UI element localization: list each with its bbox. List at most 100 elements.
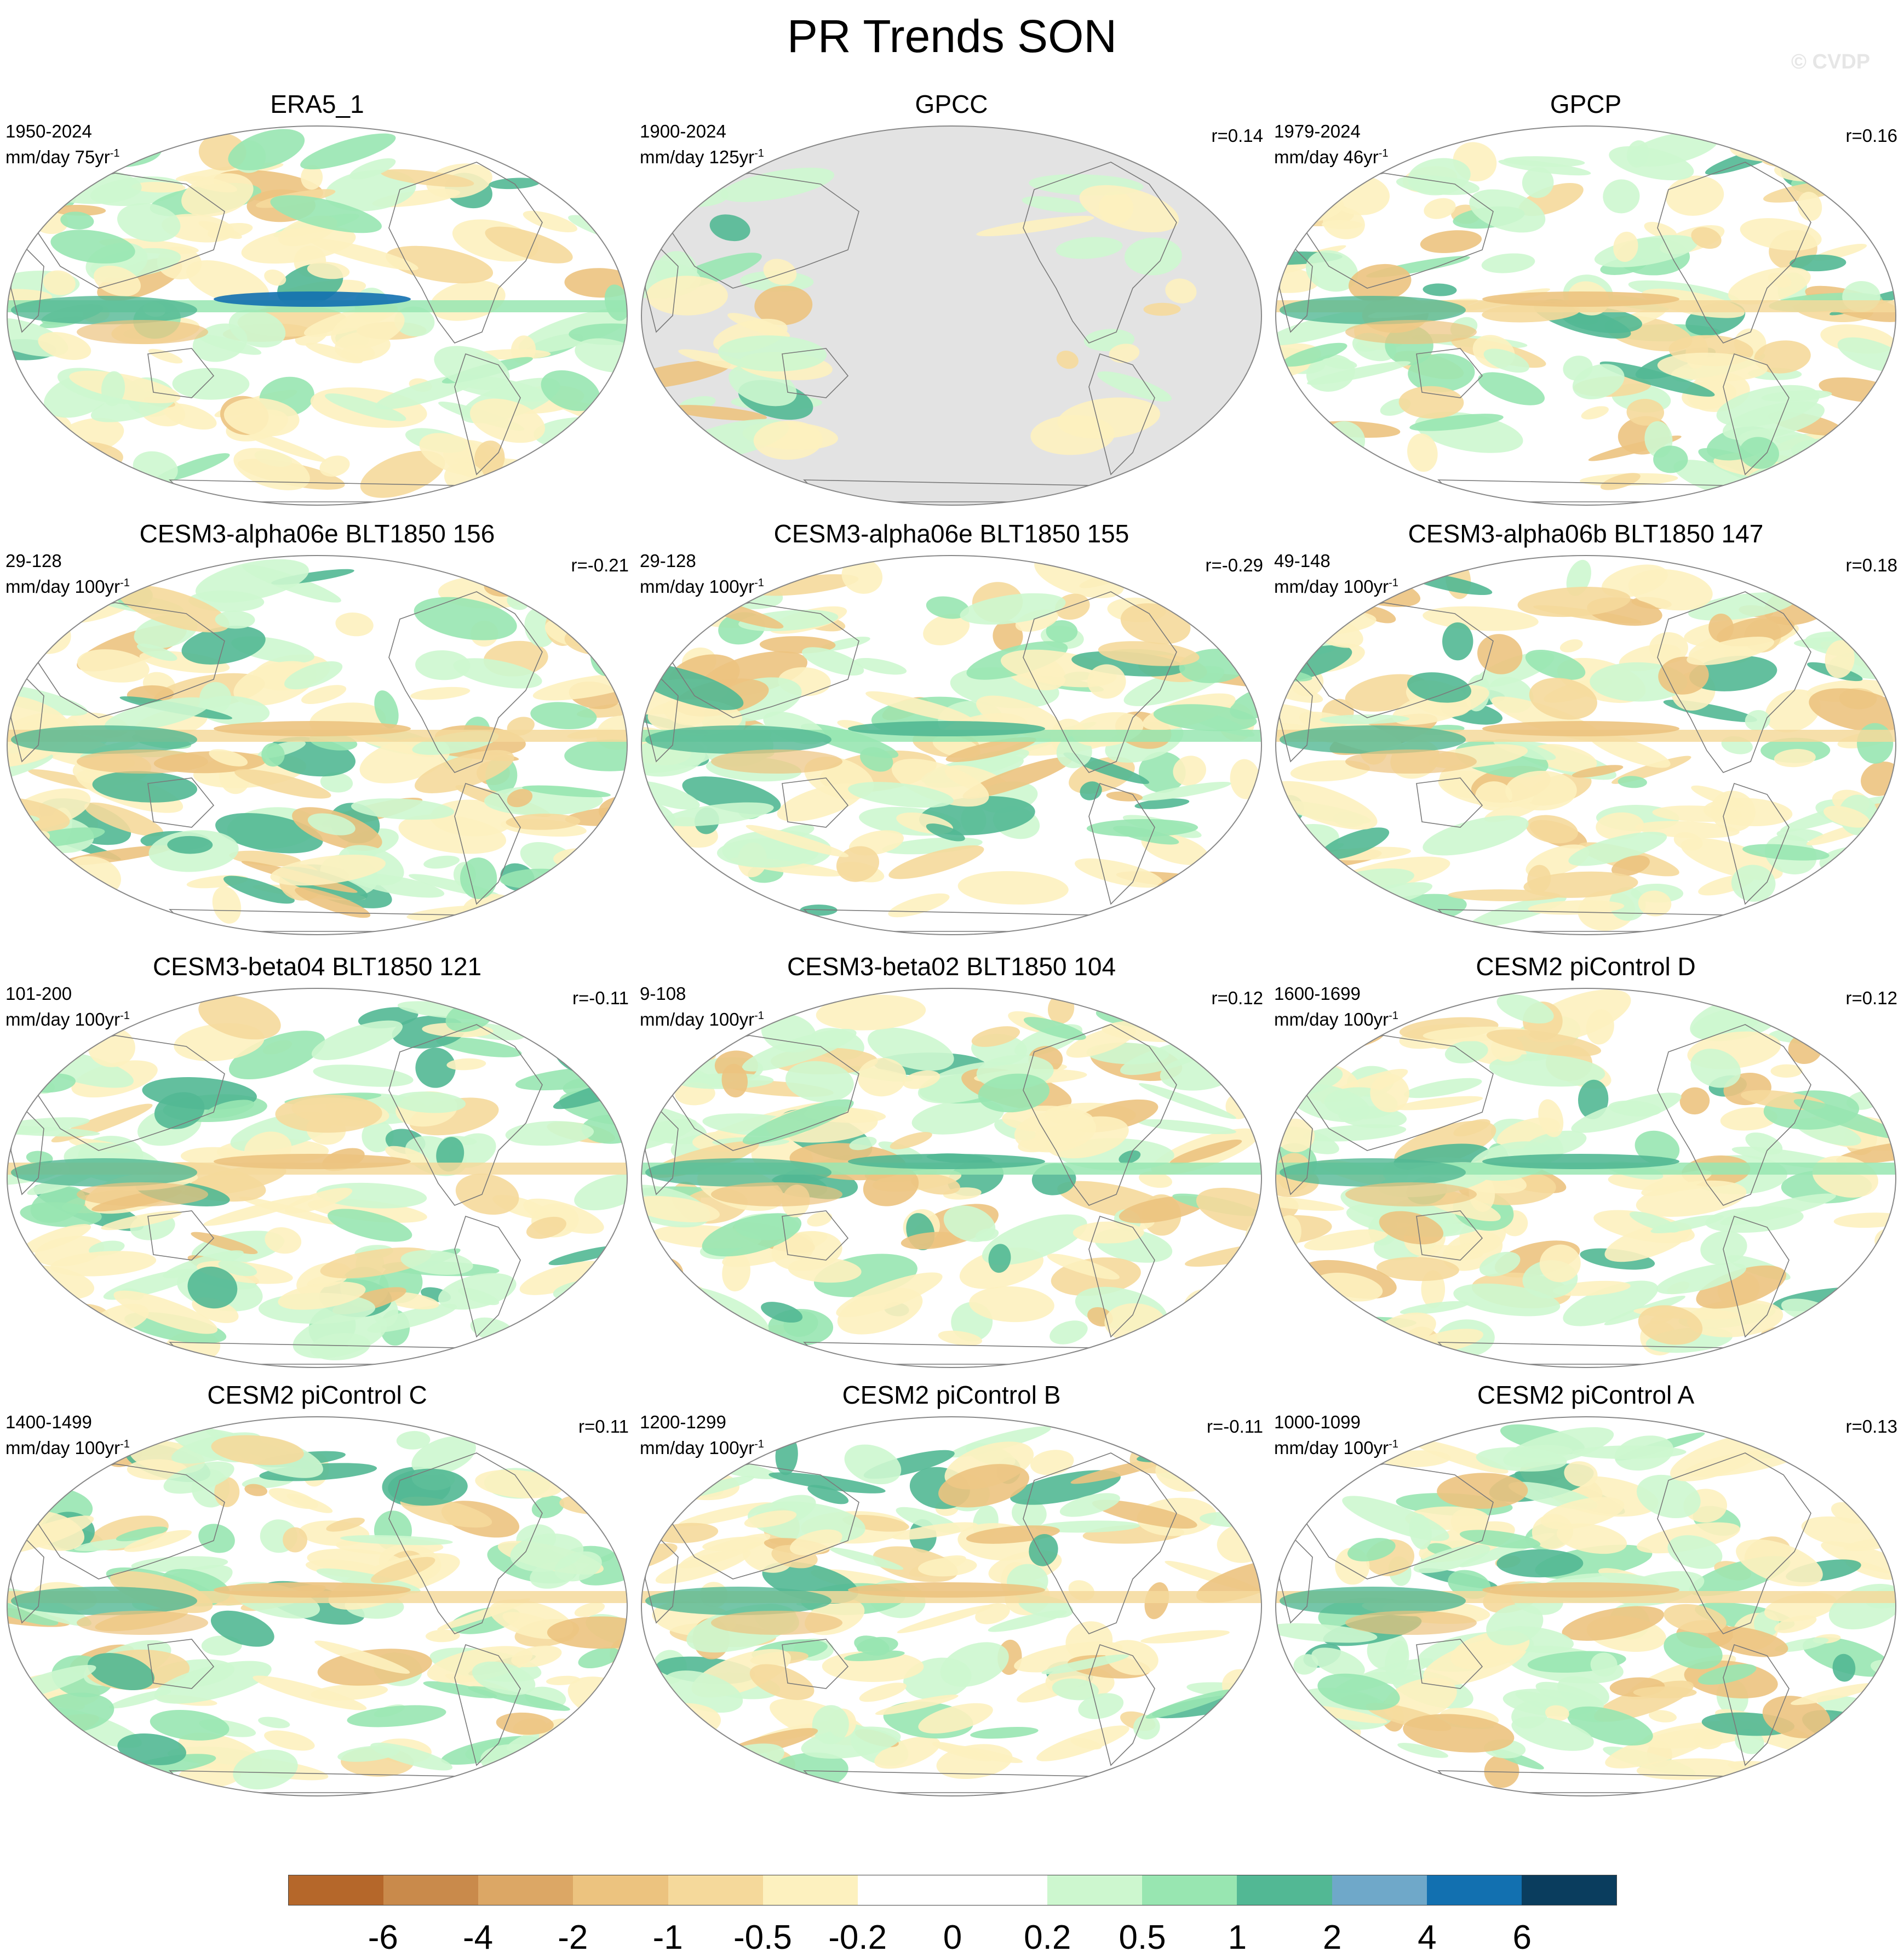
colorbar-swatch bbox=[762, 1875, 858, 1905]
period-label: 1600-1699 bbox=[1274, 983, 1361, 1004]
map-field bbox=[7, 1417, 627, 1796]
coastline-1 bbox=[1723, 1215, 1790, 1338]
units-label: mm/day 100yr-1 bbox=[640, 572, 764, 598]
units-exponent: -1 bbox=[754, 1438, 764, 1450]
period-label: 1200-1299 bbox=[640, 1412, 726, 1432]
coastline-2 bbox=[1306, 173, 1494, 289]
colorbar-tick-label: 2 bbox=[1322, 1919, 1342, 1956]
colorbar-swatch bbox=[668, 1875, 763, 1905]
coastline-4 bbox=[1416, 1210, 1483, 1261]
units-exponent: -1 bbox=[1389, 577, 1398, 589]
robinson-map bbox=[641, 988, 1262, 1368]
coastline-1 bbox=[1723, 782, 1790, 905]
coastline-4 bbox=[782, 1639, 849, 1689]
units-exponent: -1 bbox=[754, 577, 764, 589]
panel-title: CESM3-alpha06b BLT1850 147 bbox=[1408, 519, 1764, 548]
panel-title: CESM3-alpha06e BLT1850 156 bbox=[139, 519, 495, 548]
coastline-0 bbox=[1023, 162, 1177, 344]
units-label: mm/day 75yr-1 bbox=[5, 142, 120, 168]
robinson-map bbox=[641, 125, 1262, 506]
coastline-2 bbox=[38, 1463, 225, 1580]
coastline-4 bbox=[782, 777, 849, 828]
robinson-map bbox=[7, 555, 628, 935]
map-outline bbox=[7, 1416, 628, 1796]
coastline-4 bbox=[1416, 777, 1483, 828]
panel-period-units: 1600-1699 mm/day 100yr-1 bbox=[1274, 983, 1398, 1031]
panel-period-units: 29-128 mm/day 100yr-1 bbox=[5, 550, 130, 598]
units-label: mm/day 100yr-1 bbox=[5, 1005, 130, 1031]
coastline-2 bbox=[1306, 1463, 1494, 1580]
panel-title: GPCP bbox=[1550, 90, 1622, 118]
map-panel: CESM2 piControl B 1200-1299 mm/day 100yr-1… bbox=[634, 1373, 1269, 1811]
coastline-2 bbox=[672, 602, 859, 718]
colorbar-tick-label: 6 bbox=[1512, 1919, 1532, 1956]
units-exponent: -1 bbox=[1378, 147, 1389, 159]
panel-title: CESM2 piControl C bbox=[207, 1381, 427, 1409]
colorbar-swatch bbox=[383, 1875, 479, 1905]
panel-title: ERA5_1 bbox=[270, 90, 364, 118]
coastline-0 bbox=[1023, 1452, 1177, 1634]
pattern-correlation: r=-0.11 bbox=[572, 988, 629, 1008]
map-field bbox=[7, 556, 627, 935]
units-text: mm/day 100yr bbox=[1274, 1438, 1389, 1458]
units-exponent: -1 bbox=[120, 1438, 130, 1450]
coastline-0 bbox=[388, 162, 543, 344]
map-panel: GPCP 1979-2024 mm/day 46yr-1 r=0.16 bbox=[1269, 82, 1903, 520]
map-panel: CESM2 piControl D 1600-1699 mm/day 100yr-1… bbox=[1269, 945, 1903, 1383]
units-text: mm/day 100yr bbox=[640, 1438, 755, 1458]
coastline-4 bbox=[1416, 348, 1483, 398]
period-label: 49-148 bbox=[1274, 551, 1330, 571]
panel-period-units: 1950-2024 mm/day 75yr-1 bbox=[5, 121, 120, 168]
coastline-0 bbox=[388, 1024, 543, 1206]
map-panel: CESM3-alpha06e BLT1850 155 29-128 mm/day 1… bbox=[634, 512, 1269, 950]
units-text: mm/day 46yr bbox=[1274, 147, 1379, 167]
pattern-correlation: r=0.12 bbox=[1845, 988, 1898, 1008]
map-outline bbox=[1275, 125, 1896, 506]
colorbar-tick-label: 0.5 bbox=[1119, 1919, 1166, 1956]
map-outline bbox=[1275, 988, 1896, 1368]
coastline-0 bbox=[1657, 162, 1811, 344]
colorbar-swatch bbox=[1237, 1875, 1332, 1905]
colorbar-tick-label: 0 bbox=[943, 1919, 962, 1956]
colorbar-tick-label: 4 bbox=[1418, 1919, 1437, 1956]
panel-title: CESM3-beta02 BLT1850 104 bbox=[787, 952, 1116, 981]
coastline-1 bbox=[1088, 1215, 1155, 1338]
coastline-1 bbox=[454, 782, 521, 905]
pattern-correlation: r=0.13 bbox=[1845, 1416, 1898, 1437]
coastline-1 bbox=[454, 1215, 521, 1338]
colorbar-swatch bbox=[1332, 1875, 1427, 1905]
colorbar-swatch bbox=[857, 1875, 953, 1905]
coastline-4 bbox=[1416, 1639, 1483, 1689]
colorbar-swatch bbox=[1426, 1875, 1522, 1905]
panel-period-units: 1979-2024 mm/day 46yr-1 bbox=[1274, 121, 1389, 168]
coastline-1 bbox=[1723, 1644, 1790, 1766]
robinson-map bbox=[1275, 125, 1896, 506]
panel-period-units: 29-128 mm/day 100yr-1 bbox=[640, 550, 764, 598]
colorbar-tick-label: -2 bbox=[558, 1919, 588, 1956]
period-label: 1900-2024 bbox=[640, 121, 726, 141]
pattern-correlation: r=0.14 bbox=[1211, 125, 1264, 146]
map-panel: ERA5_1 1950-2024 mm/day 75yr-1 bbox=[0, 82, 634, 520]
colorbar-swatches bbox=[288, 1875, 1617, 1906]
units-exponent: -1 bbox=[120, 577, 130, 589]
units-exponent: -1 bbox=[110, 147, 120, 159]
colorbar-tick-label: -0.2 bbox=[828, 1919, 887, 1956]
map-panel: CESM3-alpha06b BLT1850 147 49-148 mm/day 1… bbox=[1269, 512, 1903, 950]
units-label: mm/day 100yr-1 bbox=[5, 1433, 130, 1459]
colorbar-tick-label: -4 bbox=[462, 1919, 494, 1956]
period-label: 1950-2024 bbox=[5, 121, 92, 141]
units-label: mm/day 125yr-1 bbox=[640, 142, 764, 168]
robinson-map bbox=[7, 125, 628, 506]
coastline-4 bbox=[147, 1639, 215, 1689]
panel-period-units: 49-148 mm/day 100yr-1 bbox=[1274, 550, 1398, 598]
map-outline bbox=[7, 988, 628, 1368]
watermark: © CVDP bbox=[1791, 50, 1871, 73]
units-text: mm/day 125yr bbox=[640, 147, 755, 167]
robinson-map bbox=[1275, 988, 1896, 1368]
units-label: mm/day 100yr-1 bbox=[1274, 1005, 1398, 1031]
map-panel: CESM3-beta04 BLT1850 121 101-200 mm/day 10… bbox=[0, 945, 634, 1383]
coastline-2 bbox=[38, 602, 225, 718]
units-exponent: -1 bbox=[120, 1010, 130, 1022]
map-panel: GPCC 1900-2024 mm/day 125yr-1 r=0.14 bbox=[634, 82, 1269, 520]
colorbar-swatch bbox=[1142, 1875, 1237, 1905]
